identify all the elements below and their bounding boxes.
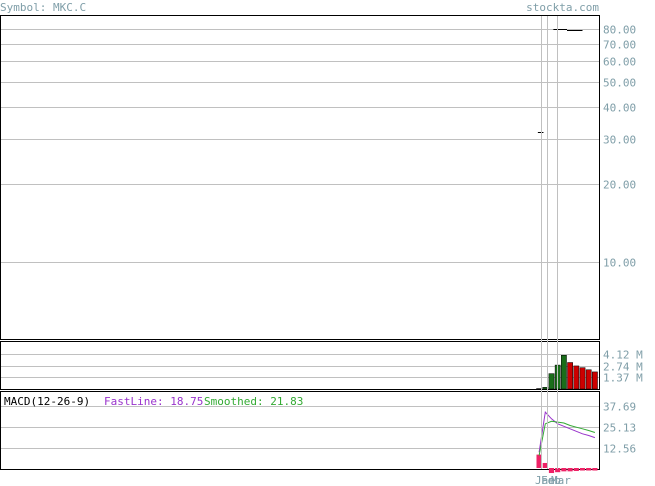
site-link[interactable]: stockta.com (526, 1, 599, 14)
macd-histogram-bar (561, 468, 567, 472)
macd-panel-frame (0, 391, 600, 470)
x-tick-label: Mar (551, 474, 571, 486)
macd-smooth-label: Smoothed: 21.83 (204, 395, 303, 408)
volume-bar (585, 369, 592, 390)
macd-tick-label: 12.56 (603, 443, 636, 456)
price-tick-label: 80.00 (603, 24, 636, 37)
price-panel-frame (0, 15, 600, 340)
x-tick-label: Jan (535, 474, 555, 486)
volume-bar (567, 362, 573, 390)
macd-line-fastline (538, 411, 596, 453)
macd-histogram-bar (579, 468, 586, 471)
macd-title: MACD(12-26-9) (4, 395, 90, 408)
macd-line-smoothed (538, 420, 596, 456)
macd-histogram-bar (555, 468, 561, 473)
macd-histogram-bar (542, 462, 548, 468)
macd-histogram-bar (567, 468, 573, 472)
volume-bar (573, 365, 580, 390)
volume-bar (579, 367, 586, 390)
macd-histogram-bar (536, 454, 542, 468)
price-tick-label: 10.00 (603, 257, 636, 270)
volume-bar (561, 354, 567, 390)
volume-bar (592, 371, 598, 390)
macd-histogram-bar (586, 468, 592, 471)
volume-tick-label: 4.12 M (603, 349, 643, 362)
macd-histogram-bar (573, 468, 579, 472)
price-tick-label: 50.00 (603, 77, 636, 90)
price-tick-label: 30.00 (603, 134, 636, 147)
volume-bar (548, 373, 555, 390)
symbol-label: Symbol: MKC.C (0, 1, 86, 14)
macd-fast-label: FastLine: 18.75 (104, 395, 203, 408)
price-tick-label: 40.00 (603, 102, 636, 115)
x-tick-label: Feb (541, 474, 561, 486)
price-tick-label: 20.00 (603, 179, 636, 192)
macd-histogram-bar (548, 468, 555, 474)
price-tick-label: 70.00 (603, 39, 636, 52)
macd-tick-label: 25.13 (603, 422, 636, 435)
volume-tick-label: 1.37 M (603, 372, 643, 385)
macd-tick-label: 37.69 (603, 401, 636, 414)
volume-tick-label: 2.74 M (603, 361, 643, 374)
volume-panel-frame (0, 341, 600, 390)
price-tick-label: 60.00 (603, 56, 636, 69)
macd-histogram-bar (592, 468, 598, 471)
